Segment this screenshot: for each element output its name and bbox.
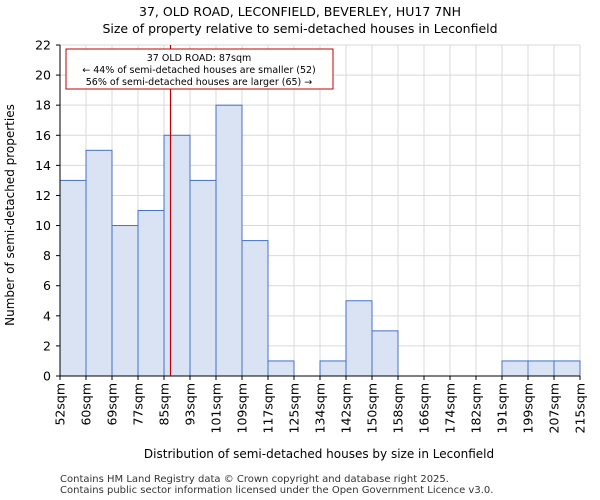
histogram-bar bbox=[137, 210, 165, 377]
x-tick-label: 158sqm bbox=[391, 383, 406, 433]
x-tick-label: 191sqm bbox=[495, 383, 510, 433]
x-tick-label: 166sqm bbox=[417, 383, 432, 433]
x-tick-label: 85sqm bbox=[157, 383, 172, 426]
y-tick-label: 20 bbox=[35, 68, 51, 83]
y-tick-labels: 0 2 4 6 8 10 12 14 16 18 20 22 bbox=[35, 38, 60, 384]
x-tick-label: 134sqm bbox=[313, 383, 328, 433]
histogram-bar bbox=[215, 104, 243, 377]
bars bbox=[59, 104, 581, 377]
x-tick-label: 199sqm bbox=[521, 383, 536, 433]
y-tick-label: 16 bbox=[35, 128, 51, 143]
histogram-bar bbox=[553, 360, 581, 377]
annotation-line2: ← 44% of semi-detached houses are smalle… bbox=[82, 65, 316, 76]
x-tick-label: 215sqm bbox=[573, 383, 588, 433]
x-tick-label: 101sqm bbox=[209, 383, 224, 433]
histogram-bar bbox=[319, 360, 347, 377]
chart-title-line1: 37, OLD ROAD, LECONFIELD, BEVERLEY, HU17… bbox=[139, 4, 461, 19]
histogram-bar bbox=[241, 240, 269, 377]
y-tick-label: 8 bbox=[43, 248, 51, 263]
x-tick-label: 117sqm bbox=[261, 383, 276, 433]
x-tick-label: 174sqm bbox=[443, 383, 458, 433]
x-tick-label: 125sqm bbox=[287, 383, 302, 433]
y-tick-label: 18 bbox=[35, 98, 51, 113]
x-tick-label: 69sqm bbox=[105, 383, 120, 426]
y-tick-label: 6 bbox=[43, 278, 51, 293]
histogram-bar bbox=[59, 179, 87, 377]
x-axis-label: Distribution of semi-detached houses by … bbox=[144, 447, 494, 461]
x-tick-labels: 52sqm 60sqm 69sqm 77sqm 85sqm 93sqm 101sqm 109s… bbox=[53, 376, 588, 433]
histogram-bar bbox=[111, 225, 139, 377]
chart-title-line2: Size of property relative to semi-detach… bbox=[102, 21, 498, 36]
y-tick-label: 0 bbox=[43, 369, 51, 384]
histogram-bar bbox=[345, 300, 373, 377]
footer-line1: Contains HM Land Registry data © Crown c… bbox=[60, 474, 449, 485]
x-tick-label: 52sqm bbox=[53, 383, 68, 426]
footer-line2: Contains public sector information licen… bbox=[60, 485, 494, 496]
y-tick-label: 4 bbox=[43, 308, 51, 323]
y-axis-label: Number of semi-detached properties bbox=[3, 104, 17, 326]
y-tick-label: 22 bbox=[35, 38, 51, 53]
histogram-bar bbox=[163, 134, 191, 377]
x-tick-label: 142sqm bbox=[339, 383, 354, 433]
annotation-box: 37 OLD ROAD: 87sqm ← 44% of semi-detache… bbox=[65, 48, 334, 90]
histogram-bar bbox=[189, 179, 217, 377]
histogram-bar bbox=[267, 360, 295, 377]
x-tick-label: 150sqm bbox=[365, 383, 380, 433]
x-tick-label: 77sqm bbox=[131, 383, 146, 426]
x-tick-label: 182sqm bbox=[469, 383, 484, 433]
histogram-bar bbox=[85, 149, 113, 377]
x-tick-label: 109sqm bbox=[235, 383, 250, 433]
annotation-line3: 56% of semi-detached houses are larger (… bbox=[86, 77, 313, 88]
histogram-bar bbox=[527, 360, 555, 377]
annotation-line1: 37 OLD ROAD: 87sqm bbox=[147, 53, 251, 64]
y-tick-label: 14 bbox=[35, 158, 51, 173]
annotation-border bbox=[65, 48, 334, 90]
histogram-bar bbox=[371, 330, 399, 377]
x-tick-label: 60sqm bbox=[79, 383, 94, 426]
histogram-bar bbox=[501, 360, 529, 377]
x-tick-label: 93sqm bbox=[183, 383, 198, 426]
y-tick-label: 12 bbox=[35, 188, 51, 203]
y-tick-label: 10 bbox=[35, 218, 51, 233]
y-tick-label: 2 bbox=[43, 338, 51, 353]
x-tick-label: 207sqm bbox=[547, 383, 562, 433]
